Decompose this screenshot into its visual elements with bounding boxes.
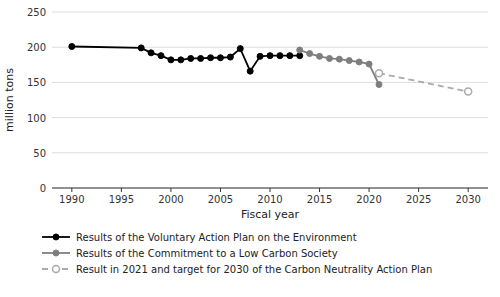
point [267, 53, 273, 59]
point [317, 53, 323, 59]
x-tick [170, 188, 171, 192]
point [69, 43, 75, 49]
point [307, 51, 313, 57]
point [465, 88, 472, 95]
y-tick-label: 0 [40, 183, 46, 194]
x-tick [121, 188, 122, 192]
point [247, 68, 253, 74]
legend-marker [53, 250, 59, 256]
y-tick-label: 100 [27, 113, 46, 124]
x-tick [270, 188, 271, 192]
x-tick-label: 2000 [158, 194, 183, 205]
grid-line [52, 12, 488, 13]
point [277, 53, 283, 59]
legend-marker [53, 234, 59, 240]
y-tick-label: 200 [27, 42, 46, 53]
point [158, 53, 164, 59]
x-tick-label: 2015 [307, 194, 332, 205]
legend-label: Results of the Voluntary Action Plan on … [76, 232, 357, 243]
point [346, 58, 352, 64]
y-axis-label: million tons [3, 68, 16, 132]
y-tick-label: 250 [27, 7, 46, 18]
point [227, 54, 233, 60]
point [376, 70, 383, 77]
point [237, 46, 243, 52]
point [336, 56, 342, 62]
x-axis-label: Fiscal year [241, 208, 300, 221]
x-tick-label: 2010 [257, 194, 282, 205]
point [188, 55, 194, 61]
x-tick [71, 188, 72, 192]
x-tick [369, 188, 370, 192]
point [257, 53, 263, 59]
y-tick-label: 50 [33, 148, 46, 159]
series-line [300, 50, 379, 84]
grid-line [52, 152, 488, 153]
y-tick-label: 150 [27, 77, 46, 88]
point [178, 57, 184, 63]
point [366, 61, 372, 67]
x-tick [418, 188, 419, 192]
point [198, 55, 204, 61]
x-tick-label: 2025 [406, 194, 431, 205]
point [208, 55, 214, 61]
point [217, 55, 223, 61]
x-tick-label: 1995 [109, 194, 134, 205]
point [287, 53, 293, 59]
legend-label: Results of the Commitment to a Low Carbo… [76, 248, 338, 259]
x-tick-label: 2030 [455, 194, 480, 205]
grid-line [52, 117, 488, 118]
legend: Results of the Voluntary Action Plan on … [42, 232, 432, 275]
point [297, 47, 303, 53]
point [138, 45, 144, 51]
legend-label: Result in 2021 and target for 2030 of th… [76, 264, 432, 275]
series-line [72, 46, 300, 71]
point [168, 57, 174, 63]
chart: 0 50 100 150 200 250 1990 1995 2000 2005 2010 2015 2… [0, 0, 500, 297]
x-tick [319, 188, 320, 192]
series-line [379, 73, 468, 91]
x-tick-label: 2005 [208, 194, 233, 205]
point [356, 59, 362, 65]
legend-marker [53, 266, 60, 273]
x-tick-label: 1990 [59, 194, 84, 205]
point [148, 50, 154, 56]
point [326, 55, 332, 61]
x-tick-label: 2020 [356, 194, 381, 205]
plot-area [69, 43, 472, 95]
point [297, 53, 303, 59]
x-tick [468, 188, 469, 192]
point [376, 82, 382, 88]
x-tick [220, 188, 221, 192]
